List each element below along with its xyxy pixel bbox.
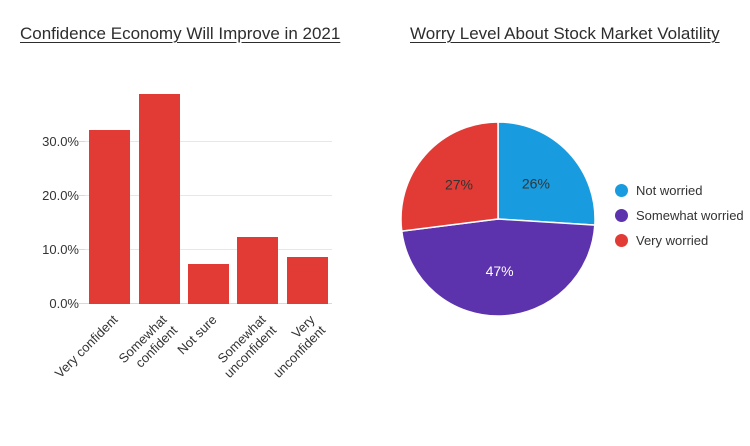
gridline — [85, 141, 332, 142]
bar-3 — [188, 263, 229, 304]
legend-item-3: Very worried — [615, 234, 744, 247]
pie-slice-percentage-label: 27% — [445, 177, 473, 193]
legend-color-dot-icon — [615, 234, 628, 247]
y-axis-tick — [79, 303, 85, 304]
bar-chart-plot: 0.0% 10.0% 20.0% 30.0% Very confident Somewha… — [42, 88, 332, 381]
gridline — [85, 195, 332, 196]
y-axis-tick-label: 0.0% — [49, 296, 79, 311]
y-axis-tick-label: 30.0% — [42, 134, 79, 149]
legend-item-label: Somewhat worried — [636, 208, 744, 223]
legend-color-dot-icon — [615, 184, 628, 197]
pie-slice-1 — [497, 121, 596, 226]
pie-chart-title: Worry Level About Stock Market Volatilit… — [410, 24, 720, 43]
pie-slice-percentage-label: 26% — [522, 175, 550, 191]
bar-chart-title: Confidence Economy Will Improve in 2021 — [20, 24, 341, 43]
y-axis-tick-label: 20.0% — [42, 188, 79, 203]
legend-item-label: Not worried — [636, 183, 703, 198]
pie-chart-figure: Worry Level About Stock Market Volatilit… — [400, 24, 744, 317]
y-axis-tick — [79, 249, 85, 250]
legend-item-1: Not worried — [615, 184, 744, 197]
legend-color-dot-icon — [615, 209, 628, 222]
legend-item-2: Somewhat worried — [615, 209, 744, 222]
pie-chart-plot: 26% 47% 27% — [400, 121, 596, 317]
legend-item-label: Very worried — [636, 233, 709, 248]
y-axis-tick-label: 10.0% — [42, 242, 79, 257]
y-axis-tick — [79, 195, 85, 196]
bar-1 — [89, 129, 131, 304]
pie-slice-2 — [400, 218, 596, 317]
bar-4 — [237, 237, 279, 304]
pie-slice-3 — [400, 121, 499, 232]
y-axis-tick — [79, 141, 85, 142]
pie-slice-percentage-label: 47% — [486, 263, 514, 279]
bar-2 — [138, 93, 180, 304]
bar-chart-figure: Confidence Economy Will Improve in 2021 … — [20, 24, 341, 381]
gridline — [85, 249, 332, 250]
bar-5 — [286, 257, 328, 304]
pie-legend: Not worried Somewhat worried Very worried — [615, 184, 744, 247]
